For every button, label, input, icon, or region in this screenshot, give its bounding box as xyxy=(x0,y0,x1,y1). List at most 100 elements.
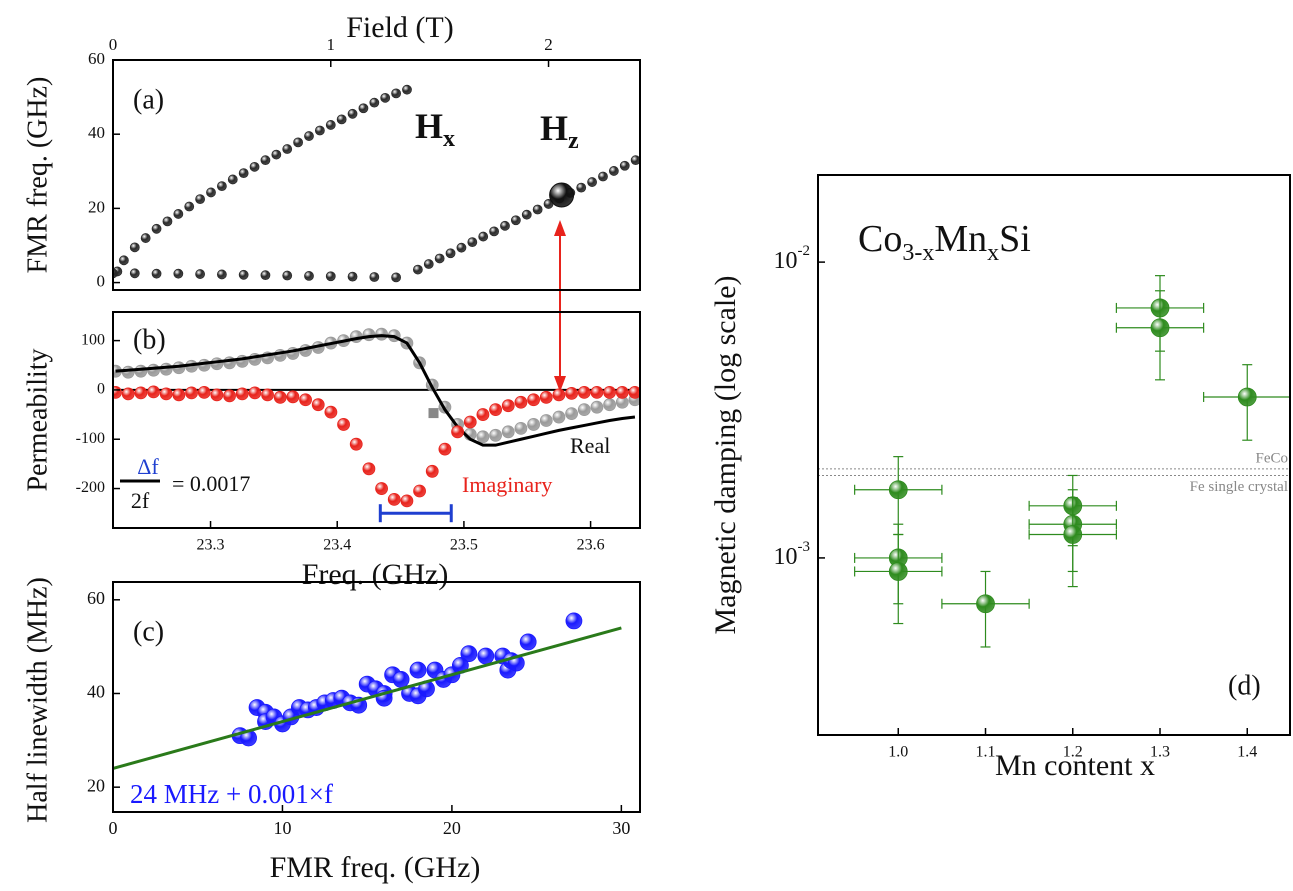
y-tick-label-sup: -3 xyxy=(798,539,811,555)
point xyxy=(349,437,363,451)
point xyxy=(325,120,336,130)
point xyxy=(1237,387,1257,407)
panel-label: (c) xyxy=(133,616,164,647)
formula-sub: x xyxy=(987,240,999,266)
point xyxy=(460,645,478,663)
point xyxy=(216,181,227,192)
point xyxy=(552,388,566,402)
point xyxy=(358,103,369,114)
point xyxy=(519,633,537,651)
point xyxy=(286,390,300,404)
point xyxy=(527,418,540,431)
plot-area xyxy=(818,275,1290,648)
y-tick-label: 40 xyxy=(88,123,105,142)
point xyxy=(369,97,380,108)
point xyxy=(113,268,118,279)
point xyxy=(532,204,543,215)
point xyxy=(577,385,591,399)
point xyxy=(151,223,162,234)
point xyxy=(590,400,604,414)
x-tick-label: 10 xyxy=(273,818,291,838)
point xyxy=(539,390,553,404)
x-tick-label: 2 xyxy=(544,35,553,54)
x-tick-label: 0 xyxy=(109,35,118,54)
point xyxy=(147,363,160,377)
point xyxy=(888,480,908,500)
point xyxy=(206,187,216,198)
x-tick-label: 23.6 xyxy=(577,537,605,554)
point xyxy=(129,268,140,279)
formula-sub: 3-x xyxy=(902,240,934,266)
point xyxy=(195,269,206,279)
point xyxy=(261,388,274,402)
y-axis-title: Magnetic damping (log scale) xyxy=(709,275,742,634)
point xyxy=(238,168,249,179)
x-tick-label: 1.2 xyxy=(1063,744,1083,761)
point xyxy=(271,149,282,160)
fraction-denominator: 2f xyxy=(131,488,150,513)
point xyxy=(1150,318,1170,338)
point xyxy=(162,216,173,227)
point xyxy=(514,421,528,435)
point xyxy=(888,562,908,581)
point xyxy=(134,386,148,400)
point xyxy=(140,233,151,243)
arrow-head xyxy=(554,220,566,236)
panel-label: (b) xyxy=(133,324,166,355)
y-tick-label-sup: -2 xyxy=(798,244,811,260)
point xyxy=(603,385,616,399)
point xyxy=(425,464,439,478)
point xyxy=(223,389,236,403)
point xyxy=(477,647,495,665)
point xyxy=(387,492,401,506)
link-arrow xyxy=(554,220,566,392)
y-tick-label: 60 xyxy=(87,588,105,608)
x-tick-label: 1.0 xyxy=(888,744,908,761)
curve-label: Imaginary xyxy=(462,472,552,497)
point xyxy=(476,408,490,421)
point xyxy=(608,166,619,176)
point xyxy=(336,114,347,125)
point xyxy=(451,425,464,439)
formula-part: Co xyxy=(858,218,902,260)
point xyxy=(514,395,528,409)
y-tick-label: 10-2 xyxy=(774,244,811,274)
panel-label: (a) xyxy=(133,84,164,115)
point xyxy=(375,482,388,495)
point xyxy=(185,386,198,400)
point xyxy=(402,84,412,95)
x-tick-label: 30 xyxy=(612,818,630,838)
point xyxy=(293,137,304,148)
frame xyxy=(817,174,1291,736)
frame xyxy=(112,311,641,529)
point xyxy=(184,201,195,212)
fit-label: 24 MHz + 0.001×f xyxy=(130,779,333,809)
point xyxy=(501,399,515,413)
point xyxy=(172,388,186,402)
formula-part: Si xyxy=(999,218,1031,260)
point xyxy=(325,271,336,282)
y-tick-label: 0 xyxy=(97,381,105,398)
point xyxy=(347,108,358,119)
point xyxy=(380,92,391,103)
x-axis-title: Field (T) xyxy=(346,11,453,44)
branch-label-sub: x xyxy=(443,126,455,152)
point xyxy=(587,177,597,187)
point xyxy=(476,430,490,444)
point xyxy=(173,209,184,219)
x-tick-label: 20 xyxy=(443,818,461,838)
compound-label: Co3-xMnxSi xyxy=(858,218,1031,266)
formula-part: Mn xyxy=(934,218,987,260)
point xyxy=(456,242,467,253)
x-tick-label: 0 xyxy=(109,818,118,838)
frame xyxy=(112,59,641,291)
point xyxy=(195,194,206,205)
x-tick-label: 1 xyxy=(327,35,336,54)
point xyxy=(324,405,338,419)
branch-label-base: H xyxy=(540,108,568,148)
frame xyxy=(112,581,641,813)
highlight-point xyxy=(549,182,575,208)
point xyxy=(299,393,312,407)
point xyxy=(565,612,583,630)
